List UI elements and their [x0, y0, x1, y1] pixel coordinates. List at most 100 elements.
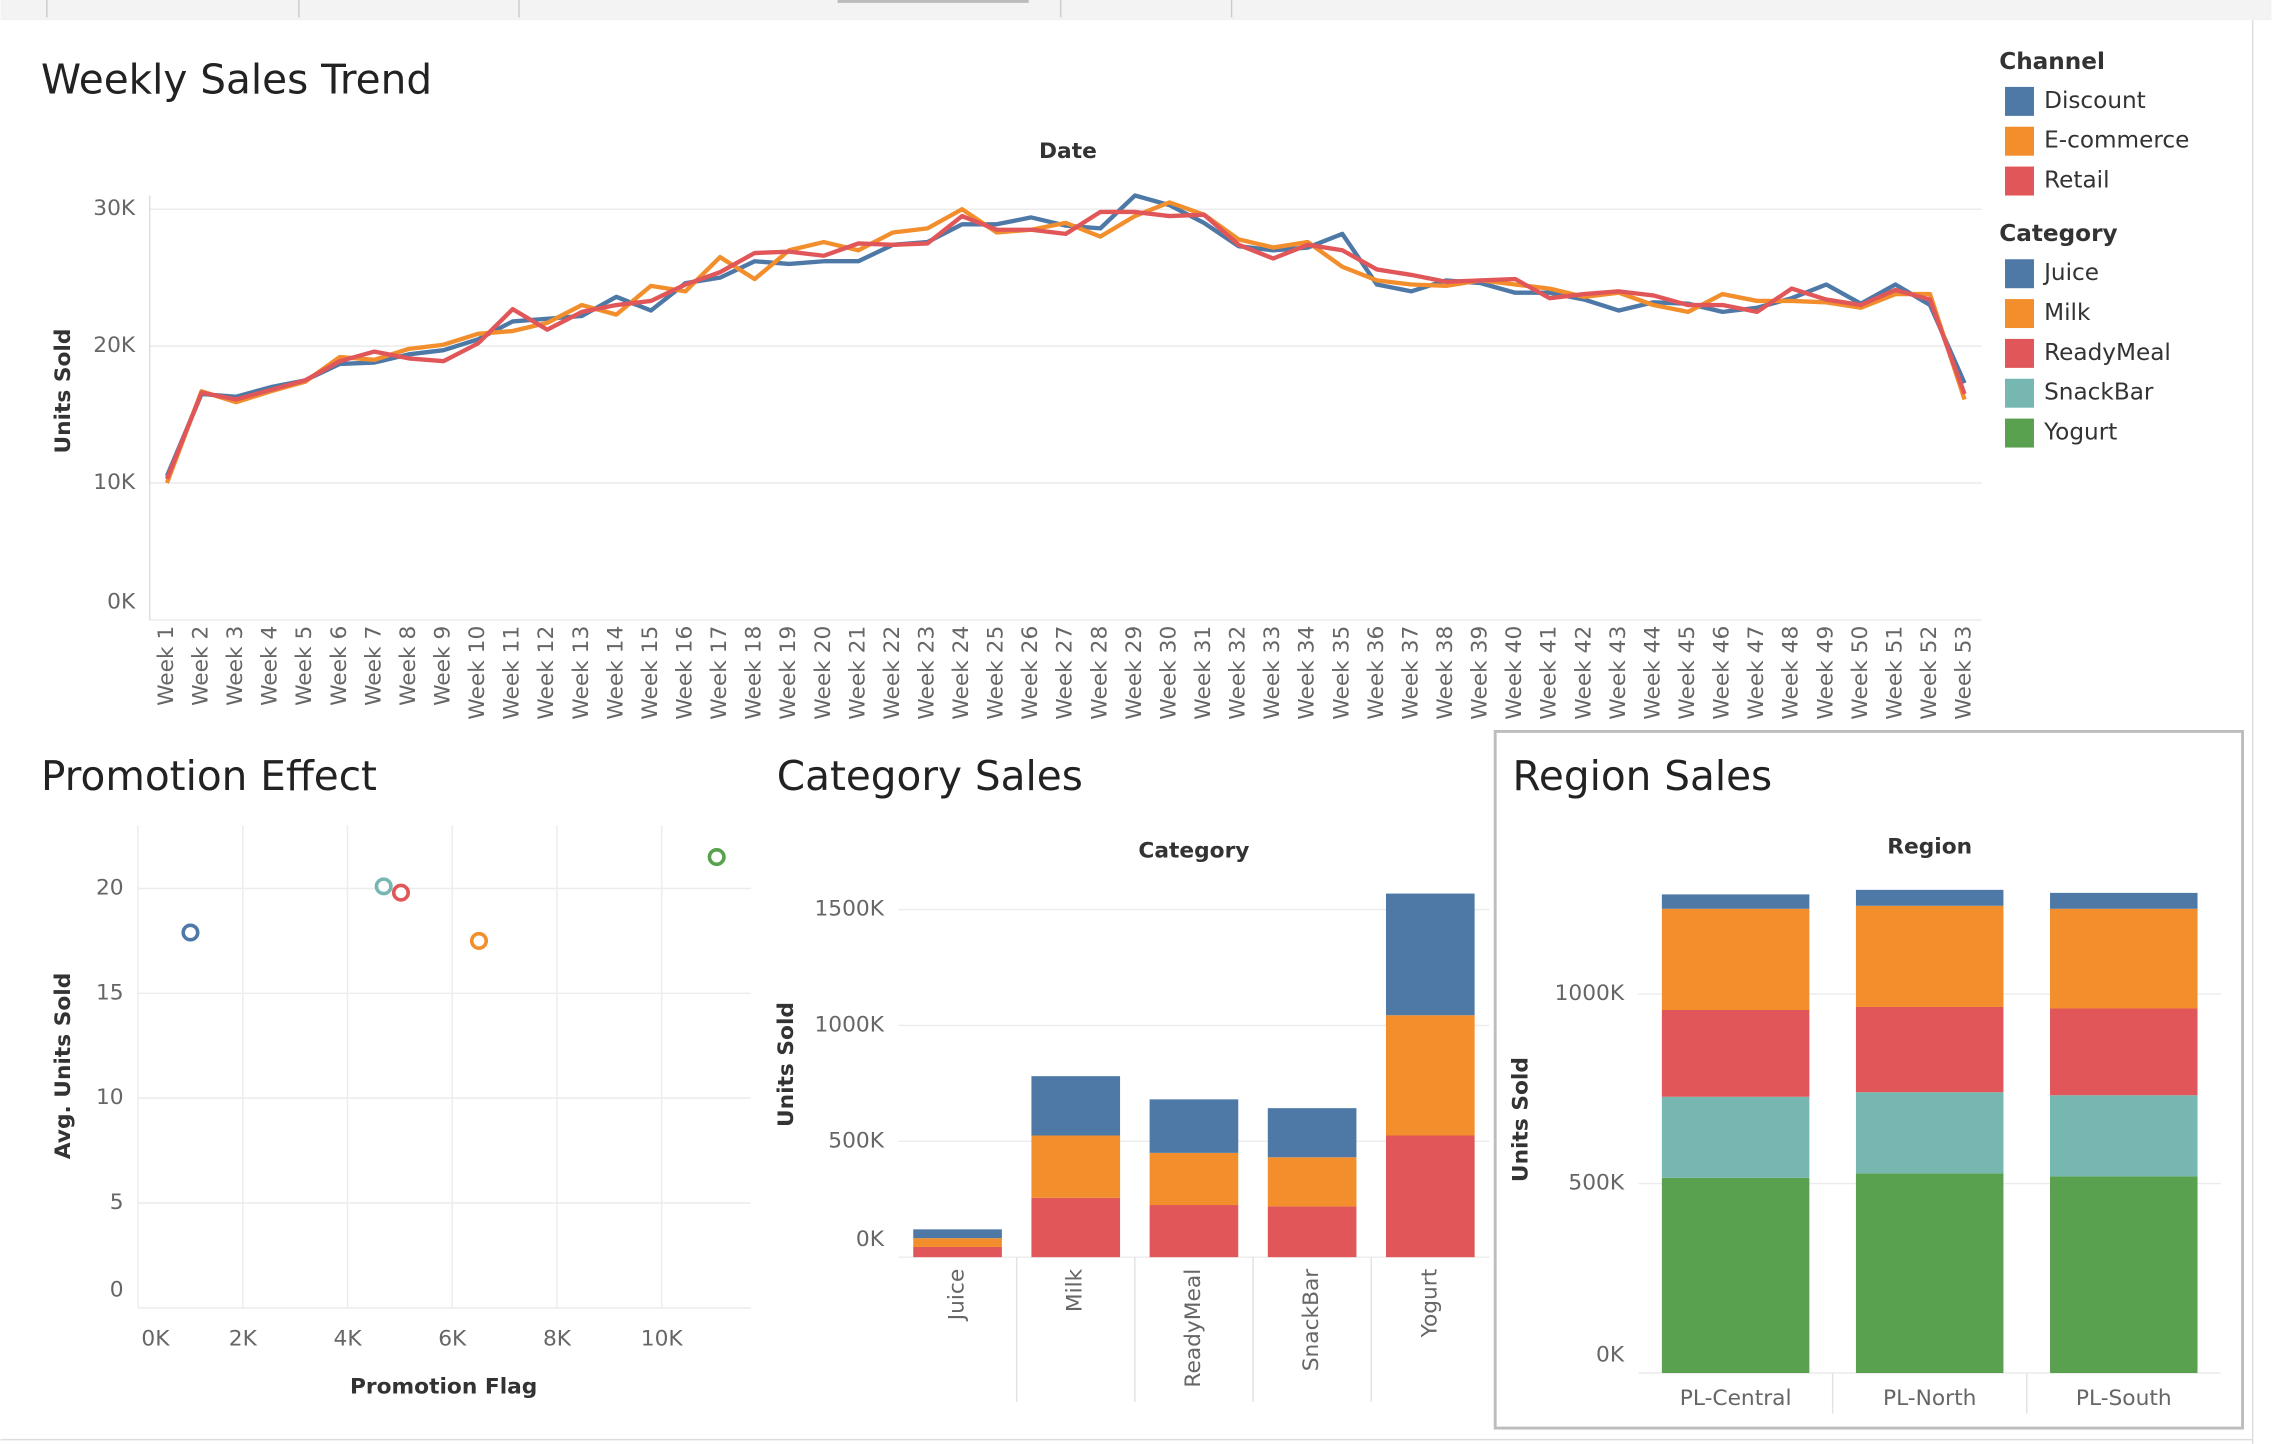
x-tick-label: Week 37 — [1398, 626, 1423, 720]
bar-segment — [1855, 1006, 2004, 1093]
y-axis-title: Units Sold — [51, 329, 76, 454]
bar-segment — [1031, 1135, 1121, 1198]
x-tick-label: Juice — [945, 1269, 970, 1323]
scatter-point — [469, 931, 489, 950]
x-tick-label: ReadyMeal — [1181, 1269, 1206, 1388]
legend-item: Retail — [2044, 167, 2109, 194]
legend-swatch — [2005, 86, 2034, 116]
y-tick-label: 30K — [93, 196, 136, 221]
x-tick-label: Week 14 — [603, 626, 628, 720]
y-tick-label: 0K — [1596, 1343, 1625, 1368]
bar-segment — [1661, 894, 1810, 909]
x-tick-label: 6K — [438, 1327, 467, 1352]
x-tick-label: Week 49 — [1813, 626, 1838, 720]
scatter-point — [181, 923, 200, 942]
legend-swatch — [2005, 126, 2034, 156]
scatter-point — [707, 847, 726, 867]
y-axis-title: Avg. Units Sold — [51, 973, 76, 1160]
x-tick-label: PL-South — [2076, 1386, 2172, 1411]
x-tick-label: Week 15 — [638, 626, 663, 720]
x-tick-label: Week 17 — [707, 626, 732, 720]
y-tick-label: 1500K — [814, 897, 884, 922]
x-tick-label: Week 24 — [949, 626, 974, 720]
x-tick-label: Week 28 — [1087, 626, 1112, 720]
bar-segment — [2050, 892, 2198, 909]
chart-title: Region Sales — [1513, 752, 1773, 800]
legend-swatch — [2005, 166, 2034, 196]
y-tick-label: 20 — [96, 875, 124, 900]
x-tick-label: Week 18 — [742, 626, 767, 720]
x-tick-label: Week 51 — [1882, 626, 1907, 720]
line-series — [164, 193, 1967, 477]
bar-segment — [913, 1238, 1002, 1247]
x-tick-label: Week 29 — [1122, 626, 1147, 720]
x-tick-label: Week 1 — [154, 626, 179, 706]
bar-segment — [1267, 1206, 1357, 1258]
legend-title: Category — [1999, 220, 2117, 247]
scatter-point — [391, 883, 411, 902]
x-tick-label: Week 23 — [914, 626, 939, 720]
bar-segment — [1031, 1076, 1121, 1136]
x-tick-label: Week 40 — [1502, 626, 1527, 720]
bar-segment — [1855, 905, 2004, 1007]
x-tick-label: Week 45 — [1675, 626, 1700, 720]
tab-bar — [0, 0, 2272, 21]
x-tick-label: Week 22 — [880, 626, 905, 720]
x-tick-label: Yogurt — [1417, 1269, 1442, 1339]
x-tick-label: Week 44 — [1640, 626, 1665, 720]
chart-title: Category Sales — [777, 752, 1083, 800]
x-tick-label: Week 26 — [1018, 626, 1043, 720]
y-tick-label: 0 — [110, 1277, 124, 1302]
legend-title: Channel — [1999, 48, 2105, 75]
y-tick-label: 1000K — [814, 1012, 884, 1037]
column-header: Region — [1887, 834, 1972, 859]
x-tick-label: Week 31 — [1191, 626, 1216, 720]
x-tick-label: 8K — [543, 1327, 572, 1352]
bar-segment — [2050, 908, 2198, 1009]
x-tick-label: Week 12 — [534, 626, 559, 720]
x-tick-label: Week 34 — [1295, 626, 1320, 720]
bar-segment — [1661, 1096, 1810, 1178]
column-header: Date — [1039, 139, 1097, 164]
x-axis-title: Promotion Flag — [350, 1375, 537, 1400]
y-tick-label: 1000K — [1555, 981, 1625, 1006]
x-tick-label: Week 43 — [1606, 626, 1631, 720]
bar-segment — [2050, 1176, 2198, 1374]
bar-segment — [1267, 1108, 1357, 1158]
x-tick-label: Week 48 — [1779, 626, 1804, 720]
x-tick-label: Week 52 — [1917, 626, 1942, 720]
x-tick-label: Week 33 — [1260, 626, 1285, 720]
legend-item: Discount — [2044, 87, 2146, 114]
x-tick-label: SnackBar — [1299, 1269, 1324, 1372]
x-tick-label: Week 30 — [1156, 626, 1181, 720]
x-tick-label: Week 9 — [431, 626, 456, 706]
y-tick-label: 0K — [856, 1227, 885, 1252]
x-tick-label: Week 6 — [327, 626, 352, 706]
x-tick-label: 2K — [229, 1327, 258, 1352]
legend-item: Yogurt — [2043, 419, 2117, 446]
y-tick-label: 0K — [107, 590, 136, 615]
y-axis-title: Units Sold — [1508, 1057, 1533, 1182]
legend-item: SnackBar — [2044, 379, 2154, 406]
bar-segment — [1855, 1092, 2004, 1174]
x-tick-label: 0K — [141, 1327, 170, 1352]
x-tick-label: Week 32 — [1226, 626, 1251, 720]
legend-item: Milk — [2044, 299, 2091, 326]
x-tick-label: PL-Central — [1680, 1386, 1792, 1411]
x-tick-label: Week 13 — [569, 626, 594, 720]
legend-item: Juice — [2042, 259, 2099, 286]
legend-swatch — [2005, 259, 2034, 289]
y-tick-label: 10 — [96, 1085, 124, 1110]
x-tick-label: Week 16 — [672, 626, 697, 720]
legend-swatch — [2005, 299, 2034, 329]
bar-segment — [1385, 1015, 1475, 1136]
x-tick-label: Week 20 — [811, 626, 836, 720]
x-tick-label: Week 2 — [189, 626, 214, 706]
line-series — [164, 209, 1967, 480]
x-tick-label: 10K — [641, 1327, 684, 1352]
legend-swatch — [2005, 338, 2034, 368]
bar-segment — [1855, 889, 2004, 906]
x-tick-label: Week 7 — [361, 626, 386, 706]
bar-segment — [1267, 1157, 1357, 1207]
